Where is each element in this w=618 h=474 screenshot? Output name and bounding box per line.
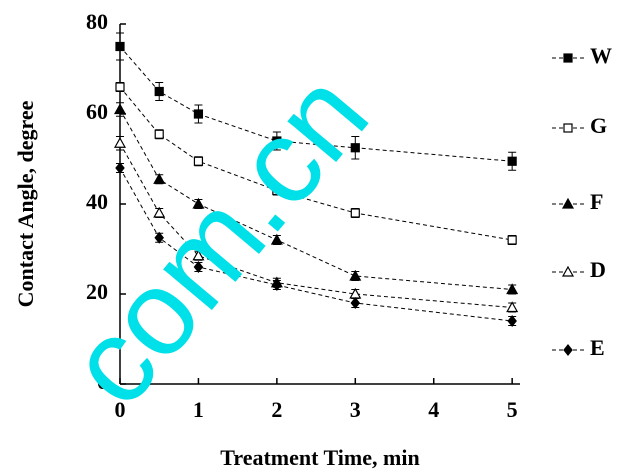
legend-item: E [552, 335, 605, 360]
legend-label: D [590, 257, 606, 282]
y-tick-label: 80 [86, 9, 108, 34]
marker [507, 156, 517, 166]
marker [192, 197, 205, 209]
series [115, 162, 517, 327]
marker [507, 315, 517, 327]
y-tick-label: 20 [86, 279, 108, 304]
legend-label: G [590, 113, 607, 138]
marker [349, 269, 362, 281]
marker [153, 173, 166, 184]
y-axis-label: Contact Angle, degree [13, 100, 38, 307]
x-tick-label: 4 [428, 397, 439, 422]
marker [507, 235, 517, 245]
marker [154, 231, 164, 244]
marker [563, 344, 573, 356]
x-tick-label: 5 [507, 397, 518, 422]
marker [561, 265, 575, 277]
x-tick-label: 1 [193, 397, 204, 422]
marker [193, 156, 204, 166]
marker [350, 143, 360, 153]
legend-item: G [552, 113, 607, 138]
legend-label: E [590, 335, 605, 360]
y-tick-label: 0 [97, 369, 108, 394]
marker [272, 279, 282, 291]
y-tick-label: 40 [86, 189, 108, 214]
marker [506, 283, 519, 295]
marker [113, 103, 127, 115]
y-tick-label: 60 [86, 99, 108, 124]
series-line [119, 86, 513, 241]
series-line [119, 46, 513, 162]
legend-item: D [552, 257, 606, 282]
legend-item: W [552, 43, 612, 68]
x-tick-label: 0 [115, 397, 126, 422]
x-tick-label: 2 [271, 397, 282, 422]
marker [154, 129, 164, 139]
series-line [119, 167, 513, 322]
marker [193, 109, 204, 119]
marker [270, 233, 283, 245]
marker [154, 86, 164, 97]
series [115, 32, 517, 171]
marker [561, 197, 575, 209]
marker [115, 162, 125, 174]
marker [272, 185, 282, 196]
marker [350, 297, 361, 309]
marker [153, 206, 166, 218]
series [115, 82, 517, 245]
legend-label: W [590, 43, 612, 68]
marker [113, 137, 127, 148]
x-tick-label: 3 [350, 397, 361, 422]
legend-item: F [552, 189, 603, 214]
series [113, 102, 519, 295]
series-line [119, 109, 513, 290]
series-line [119, 143, 513, 308]
marker [563, 53, 573, 63]
marker [506, 301, 519, 313]
marker [192, 249, 205, 261]
marker [272, 136, 282, 146]
x-axis-label: Treatment Time, min [220, 445, 419, 470]
marker [115, 82, 125, 92]
marker [350, 208, 360, 218]
marker [115, 41, 125, 52]
marker [193, 261, 204, 273]
marker [563, 123, 573, 133]
legend-label: F [590, 189, 603, 214]
